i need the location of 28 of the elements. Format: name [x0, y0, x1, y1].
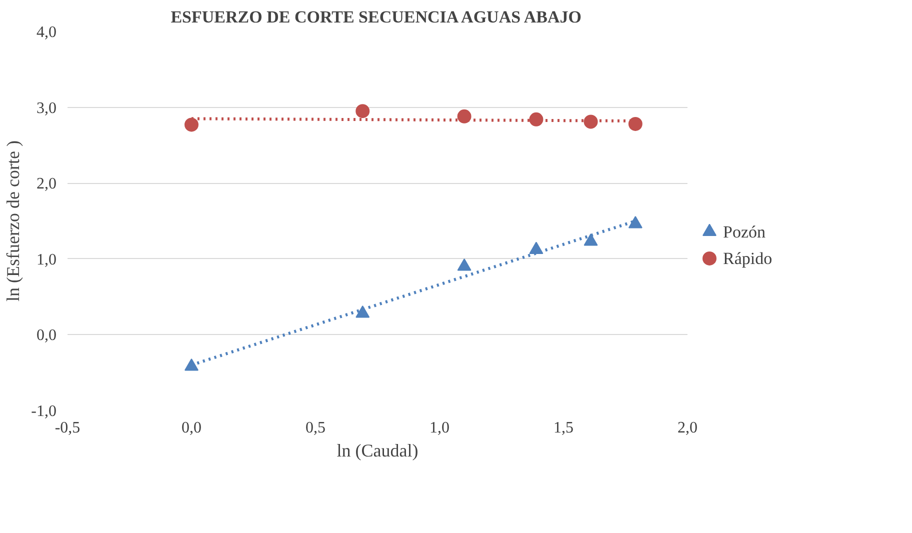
point	[184, 358, 198, 371]
point	[457, 258, 472, 271]
point	[184, 118, 198, 132]
x-tick-label: 2,0	[678, 420, 698, 436]
x-tick-label: 1,0	[430, 420, 450, 436]
point	[356, 104, 370, 118]
y-tick-label: -1,0	[31, 403, 56, 420]
point	[584, 114, 598, 129]
point	[628, 116, 642, 131]
y-tick-label: 3,0	[36, 100, 56, 117]
point	[356, 305, 370, 318]
x-tick-label: 0,0	[182, 420, 202, 436]
chart-title: ESFUERZO DE CORTE SECUENCIA AGUAS ABAJO	[170, 8, 582, 26]
y-tick-label: 4,0	[36, 24, 56, 41]
y-axis-title: ln (Esfuerzo de corte )	[3, 140, 24, 302]
point	[584, 233, 598, 246]
x-axis-title: ln (Caudal)	[336, 440, 418, 460]
legend-label: Pozón	[723, 222, 766, 242]
y-tick-label: 0,0	[36, 327, 56, 344]
point	[457, 109, 472, 124]
x-tick-label: 1,5	[554, 420, 574, 436]
legend-label: Rápido	[723, 248, 772, 268]
y-tick-label: 1,0	[36, 251, 56, 268]
point	[628, 216, 642, 228]
y-tick-label: 2,0	[36, 176, 56, 193]
point	[529, 112, 544, 126]
x-tick-label: -0,5	[54, 420, 80, 436]
x-tick-label: 0,5	[306, 420, 326, 436]
